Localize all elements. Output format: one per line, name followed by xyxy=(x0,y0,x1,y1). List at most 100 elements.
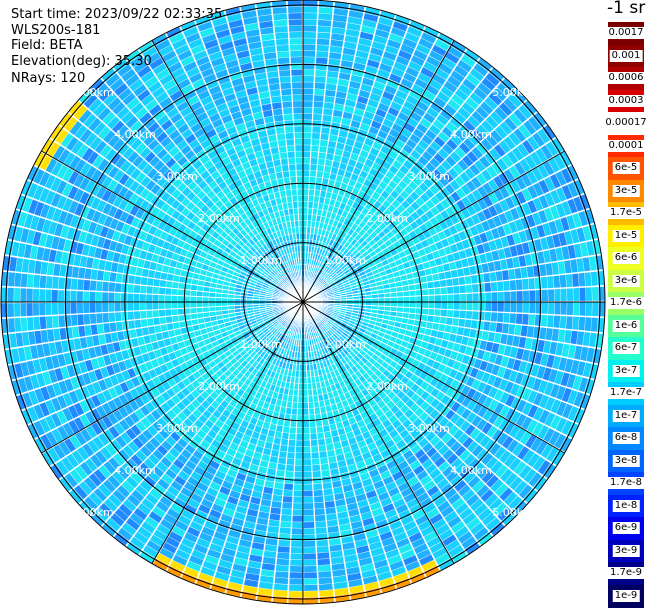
range-gate xyxy=(304,591,318,597)
range-gate xyxy=(453,286,459,294)
range-gate xyxy=(296,447,303,453)
range-gate xyxy=(97,270,104,281)
range-gate xyxy=(323,482,333,489)
range-gate xyxy=(314,490,324,497)
range-gate xyxy=(303,139,311,145)
range-gate xyxy=(409,308,415,314)
range-gate xyxy=(521,267,528,279)
range-gate xyxy=(304,528,315,534)
range-gate xyxy=(316,171,323,178)
range-gate xyxy=(319,451,327,458)
range-gate xyxy=(14,273,21,287)
range-gate xyxy=(303,126,312,132)
range-gate xyxy=(435,302,441,309)
range-gate xyxy=(128,320,135,329)
range-gate xyxy=(178,296,184,302)
range-gate xyxy=(318,159,326,166)
range-gate xyxy=(165,295,171,302)
range-gate xyxy=(404,302,410,307)
range-gate xyxy=(27,303,33,316)
range-gate xyxy=(312,458,320,465)
range-gate xyxy=(570,259,578,273)
range-gate xyxy=(110,323,117,333)
range-gate xyxy=(83,291,89,302)
range-gate xyxy=(289,579,303,585)
range-gate xyxy=(334,104,345,112)
range-gate xyxy=(304,516,315,522)
range-gate xyxy=(454,302,460,310)
range-gate xyxy=(429,302,435,308)
range-gate xyxy=(560,316,567,329)
range-gate xyxy=(282,433,289,440)
range-gate xyxy=(45,290,51,303)
range-gate xyxy=(528,314,535,326)
range-gate xyxy=(403,307,409,312)
range-gate xyxy=(303,57,315,63)
range-gate xyxy=(159,295,165,302)
range-gate xyxy=(304,465,312,471)
range-gate xyxy=(117,264,124,274)
range-gate xyxy=(547,276,554,289)
range-gate xyxy=(295,465,303,471)
range-gate xyxy=(146,303,152,311)
range-gate xyxy=(283,490,293,497)
range-gate xyxy=(567,302,573,315)
range-gate xyxy=(485,292,491,301)
range-gate xyxy=(298,403,303,409)
range-gate xyxy=(258,588,273,596)
range-gate xyxy=(109,272,116,282)
range-gate xyxy=(517,302,523,313)
range-gate xyxy=(313,471,322,478)
range-gate xyxy=(488,332,495,342)
range-gate xyxy=(129,266,136,275)
range-gate xyxy=(583,332,591,347)
range-gate xyxy=(53,264,60,277)
range-gate xyxy=(33,289,39,302)
range-gate xyxy=(293,509,303,515)
range-gate xyxy=(586,302,592,316)
range-gate xyxy=(171,303,177,309)
range-gate xyxy=(327,71,339,78)
range-gate xyxy=(283,426,290,433)
range-gate xyxy=(310,427,317,433)
range-gate xyxy=(304,522,315,528)
range-gate xyxy=(325,501,336,508)
range-gate xyxy=(134,303,140,311)
range-gate xyxy=(58,303,64,315)
range-gate xyxy=(457,327,464,336)
range-gate xyxy=(541,276,548,288)
range-gate xyxy=(8,303,14,317)
range-gate xyxy=(142,269,149,278)
range-gate xyxy=(14,318,21,332)
range-gate xyxy=(539,327,546,339)
range-gate xyxy=(335,499,346,507)
range-gate xyxy=(116,322,123,332)
range-gate xyxy=(329,46,342,53)
range-gate xyxy=(278,458,287,465)
range-gate xyxy=(333,8,348,16)
range-gate xyxy=(303,221,307,227)
range-gate xyxy=(529,302,535,313)
range-gate xyxy=(22,259,30,273)
range-gate xyxy=(292,408,298,414)
range-gate xyxy=(297,421,303,427)
range-gate xyxy=(488,262,496,272)
range-gate xyxy=(303,158,310,164)
range-gate xyxy=(293,396,298,402)
range-gate xyxy=(410,296,416,302)
range-gate xyxy=(108,303,114,312)
range-gate xyxy=(261,499,272,507)
range-gate xyxy=(510,280,517,291)
range-gate xyxy=(310,158,317,164)
range-gate xyxy=(591,271,598,286)
range-gate xyxy=(293,503,303,509)
range-gate xyxy=(504,302,510,312)
range-gate xyxy=(303,189,309,195)
range-gate xyxy=(160,280,167,288)
range-gate xyxy=(27,289,33,302)
range-gate xyxy=(303,101,313,107)
range-gate xyxy=(466,302,472,310)
range-gate xyxy=(292,516,303,522)
range-gate xyxy=(295,472,304,478)
range-gate xyxy=(332,563,346,571)
